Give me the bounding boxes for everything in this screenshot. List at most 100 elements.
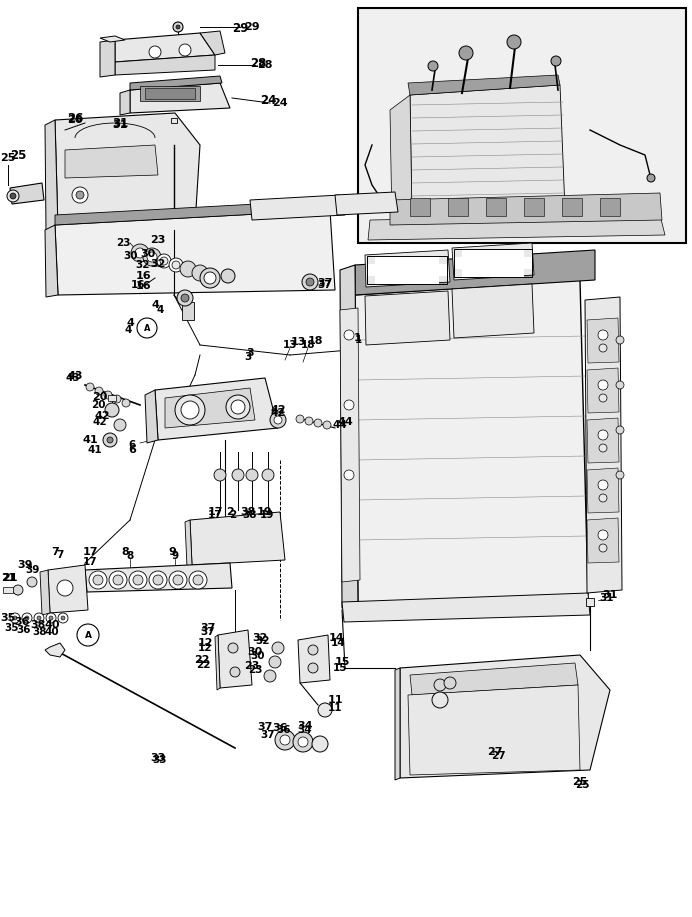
Polygon shape <box>40 570 50 615</box>
Circle shape <box>599 344 607 352</box>
Circle shape <box>599 394 607 402</box>
Polygon shape <box>452 284 534 338</box>
Circle shape <box>95 387 103 395</box>
Polygon shape <box>410 85 565 218</box>
Text: 27: 27 <box>487 747 503 757</box>
Circle shape <box>13 616 17 620</box>
Circle shape <box>173 22 183 32</box>
Text: 40: 40 <box>44 620 60 630</box>
Circle shape <box>93 575 103 585</box>
Polygon shape <box>355 280 588 605</box>
Text: 20: 20 <box>91 400 105 410</box>
Text: 4: 4 <box>156 305 164 315</box>
Text: 24: 24 <box>272 98 288 108</box>
Polygon shape <box>120 90 130 115</box>
Circle shape <box>189 571 207 589</box>
Polygon shape <box>250 195 345 220</box>
Text: 31: 31 <box>112 120 128 130</box>
Text: 27: 27 <box>491 751 505 761</box>
Bar <box>145 88 195 99</box>
Polygon shape <box>190 512 285 565</box>
Circle shape <box>137 318 157 338</box>
Bar <box>367 264 447 276</box>
Text: 23: 23 <box>150 235 165 245</box>
Circle shape <box>76 191 84 199</box>
Polygon shape <box>587 518 619 563</box>
Text: 36: 36 <box>277 725 291 735</box>
Circle shape <box>133 575 143 585</box>
Polygon shape <box>340 308 360 582</box>
Circle shape <box>274 416 282 424</box>
Circle shape <box>232 469 244 481</box>
Text: 34: 34 <box>298 725 312 735</box>
Polygon shape <box>200 31 225 55</box>
Circle shape <box>551 56 561 66</box>
Circle shape <box>434 679 446 691</box>
Circle shape <box>344 330 354 340</box>
Polygon shape <box>585 297 622 593</box>
Text: 19: 19 <box>260 510 274 520</box>
Polygon shape <box>587 318 619 363</box>
Text: 41: 41 <box>88 445 102 455</box>
Text: 37: 37 <box>261 730 275 740</box>
Circle shape <box>181 294 189 302</box>
Circle shape <box>175 395 205 425</box>
Text: 37: 37 <box>318 280 332 290</box>
Circle shape <box>157 254 171 268</box>
Text: 29: 29 <box>232 21 248 35</box>
Text: 25: 25 <box>0 153 16 163</box>
Circle shape <box>160 257 168 265</box>
Text: 30: 30 <box>251 651 265 661</box>
Polygon shape <box>408 75 560 95</box>
Text: 32: 32 <box>253 633 268 643</box>
Polygon shape <box>298 635 330 683</box>
Text: 23: 23 <box>116 238 130 248</box>
Circle shape <box>46 613 56 623</box>
Circle shape <box>214 469 226 481</box>
Polygon shape <box>410 663 578 695</box>
Text: 31: 31 <box>600 593 614 603</box>
Polygon shape <box>395 668 400 780</box>
Text: 8: 8 <box>121 547 129 557</box>
Polygon shape <box>390 95 412 225</box>
Circle shape <box>308 663 318 673</box>
Circle shape <box>647 174 655 182</box>
Circle shape <box>226 395 250 419</box>
Circle shape <box>173 575 183 585</box>
Polygon shape <box>100 36 125 42</box>
Text: 2: 2 <box>226 507 234 517</box>
Polygon shape <box>55 210 335 295</box>
Polygon shape <box>115 33 215 62</box>
Polygon shape <box>55 200 332 225</box>
Circle shape <box>7 190 19 202</box>
Bar <box>182 302 194 320</box>
Text: 38: 38 <box>240 507 255 517</box>
Text: 3: 3 <box>246 348 254 358</box>
Text: 12: 12 <box>197 638 212 648</box>
Bar <box>3 587 13 593</box>
Polygon shape <box>365 291 450 345</box>
Text: 15: 15 <box>334 657 349 667</box>
Text: 6: 6 <box>128 445 136 455</box>
Text: 12: 12 <box>198 643 212 653</box>
Circle shape <box>107 437 113 443</box>
Polygon shape <box>452 243 534 280</box>
Text: 2: 2 <box>229 510 237 520</box>
Circle shape <box>143 248 161 266</box>
Polygon shape <box>390 193 662 225</box>
Text: 39: 39 <box>25 565 39 575</box>
Text: 17: 17 <box>208 510 222 520</box>
Circle shape <box>109 571 127 589</box>
Text: 23: 23 <box>248 665 262 675</box>
Circle shape <box>507 35 521 49</box>
Text: 28: 28 <box>257 60 273 70</box>
Text: 23: 23 <box>244 661 260 671</box>
Circle shape <box>34 613 44 623</box>
Text: 39: 39 <box>17 560 33 570</box>
Text: 37: 37 <box>201 627 215 637</box>
Text: 35: 35 <box>1 613 16 623</box>
Circle shape <box>169 571 187 589</box>
Circle shape <box>204 272 216 284</box>
Text: 16: 16 <box>135 271 151 281</box>
Circle shape <box>77 624 99 646</box>
